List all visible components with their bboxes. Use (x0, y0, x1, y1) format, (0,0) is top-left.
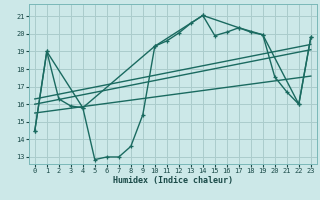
X-axis label: Humidex (Indice chaleur): Humidex (Indice chaleur) (113, 176, 233, 185)
